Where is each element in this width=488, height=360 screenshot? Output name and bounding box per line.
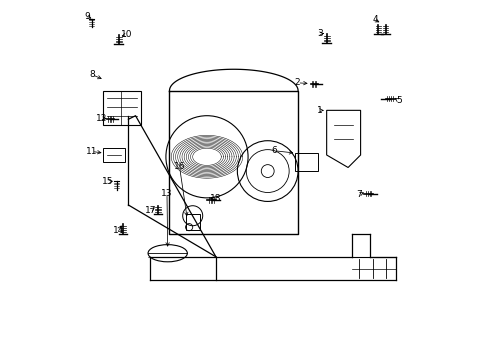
Text: 13: 13 — [161, 189, 172, 198]
Bar — [185, 214, 200, 230]
Text: 6: 6 — [271, 146, 277, 155]
Text: 5: 5 — [395, 96, 401, 105]
Bar — [103, 91, 141, 125]
Text: 18: 18 — [209, 194, 221, 203]
Text: 12: 12 — [96, 114, 107, 123]
Text: 16: 16 — [173, 162, 185, 171]
Text: 4: 4 — [371, 15, 377, 24]
Text: 15: 15 — [102, 177, 114, 186]
Text: 10: 10 — [121, 30, 132, 39]
Text: 17: 17 — [145, 206, 156, 215]
Text: 14: 14 — [113, 225, 124, 234]
Text: 11: 11 — [86, 147, 97, 156]
Text: 9: 9 — [84, 12, 90, 21]
Text: 2: 2 — [294, 78, 300, 87]
Bar — [103, 148, 124, 162]
Text: 7: 7 — [356, 190, 362, 199]
Text: 8: 8 — [89, 70, 95, 79]
Text: 3: 3 — [317, 29, 323, 38]
Bar — [294, 153, 317, 171]
Text: 1: 1 — [316, 106, 322, 115]
